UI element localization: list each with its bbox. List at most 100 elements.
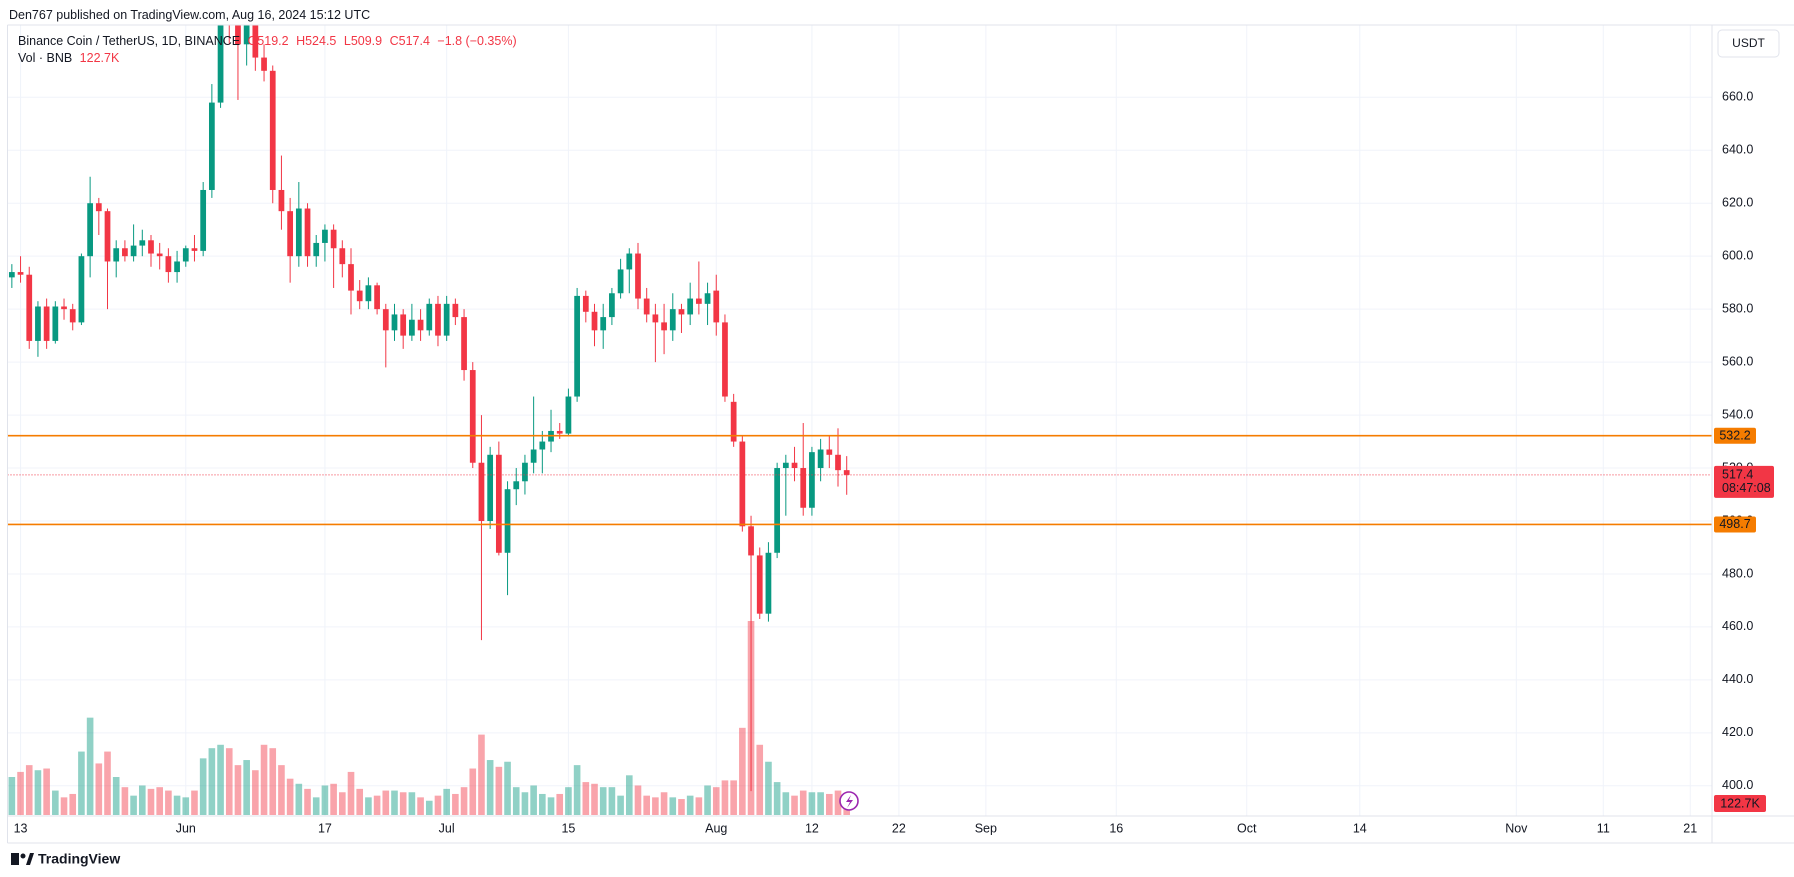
candle-body [261, 57, 267, 71]
volume-bar [443, 788, 450, 815]
volume-bar [304, 788, 311, 815]
y-tick-label: 400.0 [1722, 778, 1753, 792]
volume-bar [121, 787, 129, 815]
logo-mark [20, 853, 26, 859]
candle-body [661, 322, 667, 331]
candle-body [348, 264, 354, 291]
candle-body [791, 462, 798, 469]
candle-body [678, 309, 685, 315]
candle-body [826, 449, 833, 455]
volume-bar [78, 751, 85, 815]
candle-body [756, 555, 763, 614]
volume-bar [321, 785, 329, 815]
logo-mark [11, 853, 19, 865]
candle-body [104, 211, 111, 262]
candle-body [17, 272, 24, 275]
x-tick-label: Jun [176, 821, 196, 835]
volume-bar [495, 766, 503, 815]
volume-bar [60, 797, 68, 815]
level-tag [1714, 516, 1756, 533]
volume-bar [712, 787, 720, 815]
candle-body [235, 25, 241, 45]
candle-body [208, 102, 215, 190]
volume-bar [486, 760, 494, 815]
candle-body [669, 309, 676, 331]
currency-label[interactable]: USDT [1732, 36, 1765, 50]
x-tick-label: 11 [1597, 821, 1610, 835]
candle-body [635, 253, 641, 299]
candle-body [304, 208, 311, 257]
volume-bar [808, 792, 816, 815]
candle-body [322, 229, 328, 243]
candle-body [695, 298, 702, 304]
candle-body [574, 295, 580, 397]
volume-bar [643, 795, 650, 815]
x-tick-label: Jul [439, 821, 455, 835]
candle-body [365, 285, 372, 302]
volume-bar [704, 785, 711, 815]
candle-body [43, 306, 50, 341]
y-tick-label: 420.0 [1722, 725, 1753, 739]
candle-body [800, 468, 807, 508]
volume-bar [347, 771, 355, 815]
candle-body [287, 211, 294, 257]
candle-body [217, 25, 224, 103]
volume-bar [260, 744, 268, 815]
price-tags: 532.2 498.7 517.408:47:08 122.7K [1714, 427, 1774, 812]
candle-body [513, 481, 520, 490]
candle-body [782, 462, 789, 469]
published: Den767 published on TradingView.com, Aug… [9, 8, 371, 22]
legend-main: Binance Coin / TetherUS, 1D, BINANCE O51… [18, 34, 521, 48]
candle-body [687, 298, 694, 315]
candle-body [382, 309, 389, 331]
volume-bar [695, 797, 703, 815]
volume-bar [373, 795, 381, 815]
volume-bar [52, 790, 59, 815]
volume-bar [25, 765, 33, 815]
candle-body [730, 401, 737, 442]
x-tick-label: 22 [892, 821, 906, 835]
candle-body [495, 454, 502, 553]
candle-body [739, 441, 746, 527]
candle-body [774, 468, 781, 553]
volume-bar [295, 783, 303, 815]
volume-bar [599, 787, 607, 815]
y-tick-label: 600.0 [1722, 248, 1753, 262]
volume-bar [521, 792, 529, 815]
candle-body [356, 290, 363, 302]
candle-body [78, 256, 85, 323]
currency-button[interactable] [1717, 29, 1780, 58]
published-line: Den767 published on TradingView.com, Aug… [9, 8, 374, 22]
candle-body [417, 319, 424, 331]
candle-body [600, 317, 607, 331]
y-tick-label: 640.0 [1722, 143, 1753, 157]
candle-body [95, 203, 102, 212]
candle-body [609, 293, 615, 318]
volume-bar [339, 792, 346, 815]
y-tick-label: 460.0 [1722, 619, 1753, 633]
candle-body [174, 261, 180, 273]
volume-bar [382, 790, 390, 815]
volume-bar [678, 799, 685, 815]
signal-icon-bolt [846, 795, 853, 808]
volume-bar [408, 792, 416, 815]
candle-body [8, 272, 15, 278]
candle-body [652, 314, 659, 323]
candle-body [339, 248, 346, 265]
candle-body [643, 298, 650, 315]
volume-bar [773, 782, 781, 815]
candle-body [426, 303, 433, 331]
volume-last: 122.7K [79, 51, 120, 65]
status-close: C517.4 [389, 34, 430, 48]
countdown-label: 08:47:08 [1722, 481, 1771, 495]
volume-bar [660, 792, 668, 815]
x-tick-label: 17 [318, 821, 332, 835]
volume-bar [286, 778, 294, 815]
candle-body [704, 293, 711, 304]
candle-body [313, 242, 320, 257]
candle-body [817, 449, 824, 469]
volume-bar [252, 770, 259, 815]
status-change: −1.8 (−0.35%) [437, 34, 517, 48]
volume-bar [826, 793, 833, 815]
